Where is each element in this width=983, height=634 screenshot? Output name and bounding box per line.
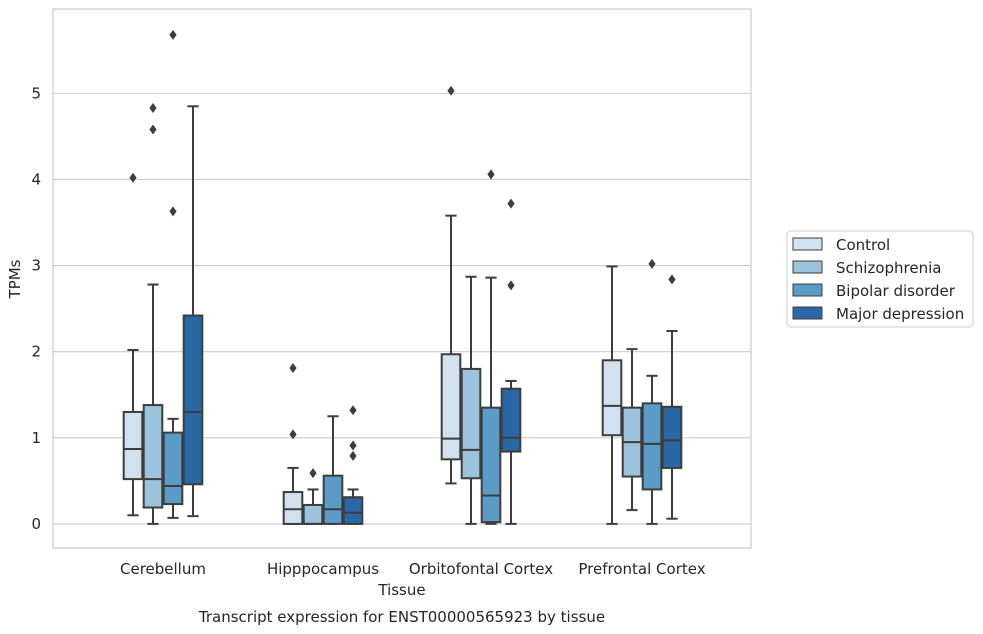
box-orbitofontal-cortex-major-depression <box>500 198 522 525</box>
box-iqr <box>440 353 462 461</box>
x-tick-label-hipppocampus: Hipppocampus <box>267 560 379 578</box>
box-cerebellum-major-depression <box>182 105 204 518</box>
outlier-point-1 <box>289 363 297 374</box>
outlier-point-0 <box>487 169 495 180</box>
outlier-point-0 <box>648 258 656 269</box>
outlier-point-1 <box>507 198 515 209</box>
outlier-point-1 <box>149 103 157 114</box>
y-tick-label-0: 0 <box>31 515 41 533</box>
box-prefrontal-cortex-schizophrenia <box>621 348 643 512</box>
y-tick-label-3: 3 <box>31 257 41 275</box>
y-axis-label: TPMs <box>6 259 24 299</box>
x-tick-labels: Cerebellum Hipppocampus Orbitofontal Corte… <box>120 560 706 578</box>
x-axis-label: Tissue <box>377 581 425 599</box>
box-hipppocampus-schizophrenia <box>302 468 324 525</box>
box-cerebellum-bipolar-disorder <box>162 29 184 519</box>
y-tick-label-5: 5 <box>31 84 41 102</box>
outlier-point-0 <box>507 280 515 291</box>
legend-label-control: Control <box>836 236 890 254</box>
box-layer <box>122 29 683 525</box>
legend-swatch-schizophrenia <box>792 260 823 274</box>
x-tick-label-cerebellum: Cerebellum <box>120 560 206 578</box>
legend-swatch-control <box>792 237 823 251</box>
box-hipppocampus-major-depression <box>342 405 364 525</box>
box-prefrontal-cortex-control <box>601 265 623 525</box>
y-tick-label-1: 1 <box>31 429 41 447</box>
y-tick-label-2: 2 <box>31 343 41 361</box>
outlier-point-0 <box>309 468 317 479</box>
box-iqr <box>342 496 364 525</box>
box-iqr <box>282 491 304 525</box>
outlier-point-0 <box>447 85 455 96</box>
outlier-point-2 <box>349 405 357 416</box>
outlier-point-1 <box>169 29 177 40</box>
box-hipppocampus-bipolar-disorder <box>322 415 344 525</box>
y-tick-labels: 0 1 2 3 4 5 <box>31 84 41 533</box>
legend-swatch-major-depression <box>792 306 823 320</box>
outlier-point-0 <box>169 206 177 217</box>
box-orbitofontal-cortex-schizophrenia <box>460 275 482 525</box>
box-iqr <box>601 359 623 437</box>
box-orbitofontal-cortex-bipolar-disorder <box>480 169 502 525</box>
outlier-point-0 <box>289 429 297 440</box>
box-iqr <box>122 410 144 481</box>
plot-frame <box>52 8 752 549</box>
box-iqr <box>142 404 164 509</box>
x-tick-label-orbitofontal-cortex: Orbitofontal Cortex <box>409 560 553 578</box>
box-iqr <box>460 367 482 480</box>
legend-frame <box>786 230 974 328</box>
box-prefrontal-cortex-major-depression <box>661 274 683 520</box>
box-iqr <box>500 387 522 453</box>
chart-title: Transcript expression for ENST0000056592… <box>198 608 605 626</box>
x-tick-label-prefrontal-cortex: Prefrontal Cortex <box>578 560 705 578</box>
outlier-point-0 <box>349 450 357 461</box>
box-iqr <box>480 406 502 524</box>
legend-swatch-bipolar-disorder <box>792 283 823 297</box>
box-iqr <box>322 474 344 525</box>
legend-label-major-depression: Major depression <box>836 305 964 323</box>
box-hipppocampus-control <box>282 363 304 525</box>
outlier-point-1 <box>349 440 357 451</box>
box-iqr <box>661 405 683 469</box>
box-iqr <box>182 314 204 486</box>
y-tick-label-4: 4 <box>31 170 41 188</box>
outlier-point-0 <box>668 274 676 285</box>
legend-label-schizophrenia: Schizophrenia <box>836 259 941 277</box>
outlier-point-0 <box>129 172 137 183</box>
outlier-point-0 <box>149 124 157 135</box>
box-prefrontal-cortex-bipolar-disorder <box>641 258 663 525</box>
box-orbitofontal-cortex-control <box>440 85 462 485</box>
box-cerebellum-control <box>122 172 144 517</box>
box-iqr <box>641 402 663 491</box>
box-iqr <box>302 503 324 525</box>
legend-label-bipolar-disorder: Bipolar disorder <box>836 282 956 300</box>
box-cerebellum-schizophrenia <box>142 103 164 525</box>
box-iqr <box>162 431 184 506</box>
legend: Control Schizophrenia Bipolar disorder M… <box>786 230 974 328</box>
